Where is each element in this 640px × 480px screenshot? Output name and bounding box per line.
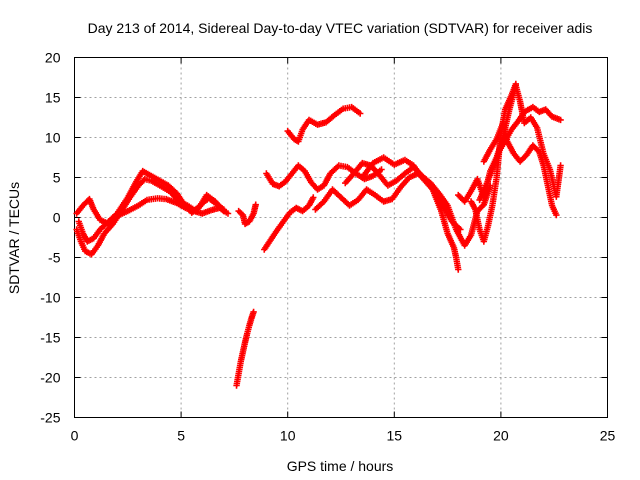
series-sat-d [233,308,257,389]
data-point [553,211,560,219]
y-tick-label: 0 [53,210,61,226]
y-tick-label: -5 [48,250,61,266]
series-sat-o [467,80,520,245]
y-tick-label: 10 [45,130,61,146]
y-tick-label: 20 [45,50,61,66]
x-tick-labels: 0 5 10 15 20 25 [71,428,616,444]
data-point [512,80,520,88]
y-tick-label: -20 [40,370,60,386]
x-tick-label: 25 [600,428,616,444]
data-point [356,110,364,117]
series-sat-i [312,170,464,233]
data-point [250,308,257,316]
x-tick-label: 10 [280,428,296,444]
series-sat-f [261,194,317,253]
y-tick-label: -25 [40,410,60,426]
data-point [557,162,564,169]
axis-ticks [74,57,608,418]
data-point [534,147,542,154]
y-tick-labels: -25 -20 -15 -10 -5 0 5 10 15 20 [40,50,60,426]
data-point [455,266,462,273]
data-point [557,116,564,124]
x-axis-label: GPS time / hours [287,458,394,474]
series-sat-k [359,154,462,273]
x-tick-label: 0 [71,428,79,444]
data-point [378,166,385,173]
series-sat-c [73,195,232,228]
data-point [252,201,259,208]
y-axis-label: SDTVAR / TECUs [6,182,22,294]
grid-lines [74,57,608,418]
series-sat-h [284,103,364,145]
x-tick-label: 15 [387,428,403,444]
y-tick-label: -10 [40,290,60,306]
data-marks [73,80,564,389]
y-tick-label: 5 [53,170,61,186]
data-point [224,210,232,217]
chart-title: Day 213 of 2014, Sidereal Day-to-day VTE… [88,20,593,36]
x-tick-label: 20 [493,428,509,444]
x-tick-label: 5 [177,428,185,444]
plot-frame [74,57,608,418]
series-sat-e [235,201,259,228]
data-point [310,194,317,201]
y-tick-label: 15 [45,90,61,106]
y-tick-label: -15 [40,330,60,346]
